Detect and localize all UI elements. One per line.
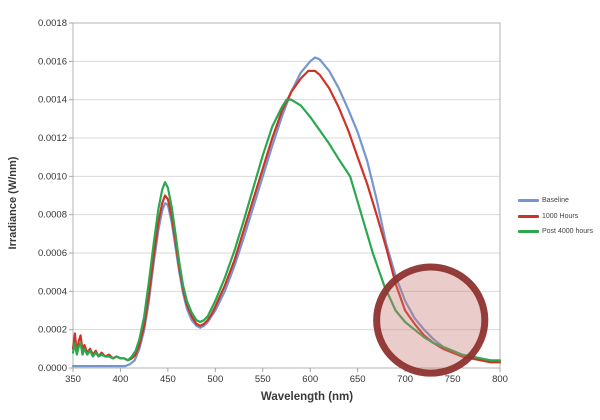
- x-tick-label: 400: [113, 374, 129, 385]
- legend-item-1000-hours: 1000 Hours: [518, 212, 593, 221]
- y-tick-label: 0.0014: [38, 95, 67, 106]
- x-tick-label: 600: [302, 374, 318, 385]
- legend-item-baseline: Baseline: [518, 196, 593, 205]
- x-tick-label: 450: [160, 374, 176, 385]
- x-tick-label: 800: [492, 374, 508, 385]
- legend-label: 1000 Hours: [542, 212, 579, 220]
- y-tick-label: 0.0010: [38, 171, 67, 182]
- x-axis-title: Wavelength (nm): [260, 391, 354, 403]
- x-tick-label: 500: [207, 374, 223, 385]
- y-tick-label: 0.0000: [38, 363, 67, 374]
- y-tick-label: 0.0008: [38, 210, 67, 221]
- baseline-line-marker: [518, 199, 539, 202]
- series-line-1000-hours: [71, 69, 502, 364]
- axis-ticks: 0.0000 0.0002 0.0004 0.0006 0.0008 0.0010 0.00…: [38, 18, 508, 385]
- y-tick-label: 0.0018: [38, 18, 67, 29]
- legend-item-post-4000-hours: Post 4000 hours: [518, 227, 593, 236]
- annotation-circle: [373, 263, 489, 377]
- y-tick-label: 0.0004: [38, 286, 67, 297]
- y-tick-label: 0.0016: [38, 56, 67, 67]
- y-axis-title: Irradiance (W/nm): [7, 156, 19, 250]
- legend-label: Post 4000 hours: [542, 228, 593, 235]
- 1000-hours-line-marker: [518, 214, 539, 218]
- post-4000-hours-line-marker: [518, 230, 539, 233]
- x-tick-label: 700: [397, 374, 413, 385]
- plot-border: [72, 22, 501, 369]
- x-tick-label: 350: [65, 374, 81, 385]
- x-tick-label: 750: [445, 374, 461, 385]
- legend: Baseline 1000 Hours Post 4000 hours: [518, 196, 593, 243]
- legend-label: Baseline: [542, 197, 569, 204]
- y-tick-label: 0.0006: [38, 248, 67, 259]
- x-tick-label: 650: [350, 374, 366, 385]
- y-tick-label: 0.0002: [38, 325, 67, 336]
- y-tick-label: 0.0012: [38, 133, 67, 144]
- x-tick-label: 550: [255, 374, 271, 385]
